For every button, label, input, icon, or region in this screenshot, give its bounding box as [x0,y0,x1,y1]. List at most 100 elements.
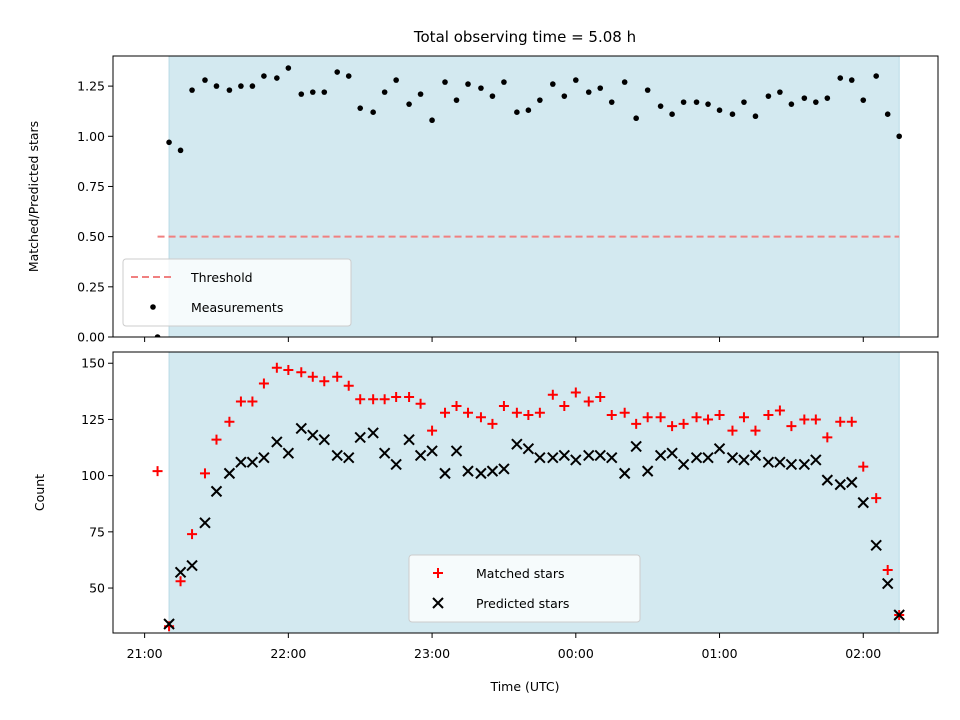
matched-star-point [570,387,581,398]
predicted-star-point [163,618,175,630]
predicted-star-point [666,447,678,459]
y-tick-label: 0.25 [77,279,105,294]
matched-star-point [427,425,438,436]
predicted-star-point [378,447,391,459]
matched-star-point [224,416,235,427]
predicted-star-point [271,436,283,448]
measurement-point [298,91,305,97]
measurement-point [202,77,208,83]
predicted-star-point [762,456,775,468]
predicted-star-point [821,474,834,486]
matched-star-point [678,418,689,429]
y-tick-label: 125 [81,412,105,427]
predicted-star-point [522,442,535,455]
matched-star-point [199,468,210,479]
matched-star-point [175,576,186,587]
predicted-star-point [295,422,307,435]
matched-star-point [727,425,738,436]
measurement-point [345,73,352,79]
matched-star-point [799,414,810,425]
predicted-star-point [846,476,858,489]
matched-star-point [451,400,462,411]
matched-star-point [440,407,451,418]
matched-star-point [559,400,570,411]
predicted-star-point [749,449,762,462]
predicted-star-point [738,454,750,466]
series-matched-stars [152,362,905,632]
measurement-point [478,85,484,91]
legend-entry-matched: Matched stars [476,566,564,581]
matched-star-point [642,412,653,423]
measurement-point [406,101,412,107]
measurement-point [597,85,604,91]
plot-area [152,362,905,632]
measurement-point [261,73,267,79]
predicted-star-point [282,447,295,459]
predicted-star-point [702,451,714,464]
predicted-star-point [857,496,869,509]
y-tick-label: 0.50 [77,229,105,244]
measurement-point [537,97,543,103]
measurement-point [226,87,233,93]
matched-star-point [595,391,606,402]
legend-entry-measurements: Measurements [191,300,283,315]
legend-box [122,258,352,327]
matched-star-point [391,391,402,402]
matched-star-point [750,425,761,436]
y-tick-label: 1.25 [77,79,105,94]
measurement-point [621,79,628,85]
figure-title: Total observing time = 5.08 h [413,28,636,46]
matched-star-point [547,389,558,400]
measurement-point [884,111,891,118]
y-tick-label: 75 [89,524,105,539]
predicted-star-point [403,433,415,446]
matched-star-point [871,493,882,504]
predicted-star-point [498,463,510,475]
matched-star-point [343,380,354,391]
predicted-star-point [307,429,319,441]
predicted-star-point [318,433,330,446]
y-tick-label: 100 [81,468,105,483]
matched-star-point [882,565,893,576]
matched-star-point [475,412,486,423]
measurement-point [550,81,556,87]
measurement-point [357,105,364,111]
matched-star-point [258,378,269,389]
matched-star-point [187,529,198,540]
x-axis-label: Time (UTC) [489,679,559,694]
matched-star-point [631,418,642,429]
x-tick-label: 00:00 [558,646,594,661]
measurement-point [801,95,808,101]
plot-area [154,65,902,337]
predicted-star-point [654,449,667,462]
predicted-star-point [462,465,474,477]
measurement-point [501,79,507,85]
measurement-point [213,83,220,89]
measurement-point [189,87,195,93]
measurement-point [765,93,772,99]
matched-star-point [835,416,846,427]
measurement-point [824,95,831,101]
predicted-star-point [641,465,654,477]
measurement-point [848,77,855,83]
legend-matched-swatch [433,568,443,578]
measurement-point [465,81,471,87]
predicted-star-point [367,427,379,439]
measurement-point [729,111,736,118]
predicted-star-point [870,539,882,552]
matched-star-point [786,421,797,432]
predicted-star-point [534,451,546,464]
series-measurements [154,65,902,337]
y-tick-label: 0.00 [77,330,105,345]
x-tick-label: 01:00 [702,646,738,661]
matched-star-point [307,371,318,382]
matched-star-point [404,391,415,402]
matched-star-point [487,418,498,429]
measurement-point [166,139,172,146]
measurement-point [514,109,520,115]
matched-star-point [738,412,749,423]
measurement-point [644,87,651,93]
measurement-point [429,117,435,124]
measurement-point [680,99,687,105]
y-tick-label: 0.75 [77,179,105,194]
